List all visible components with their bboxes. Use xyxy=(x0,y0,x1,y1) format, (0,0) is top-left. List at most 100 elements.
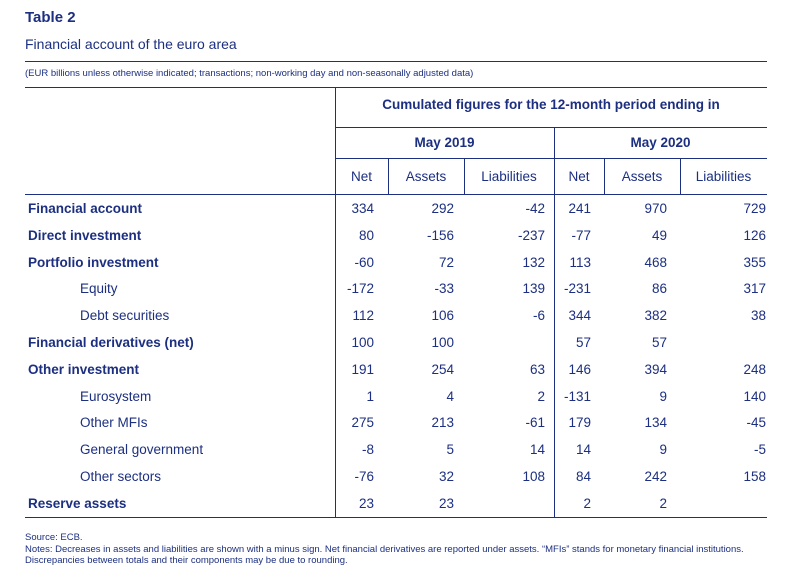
table-cell: 57 xyxy=(651,335,667,350)
table-cell: -231 xyxy=(563,281,591,297)
table-cell: 49 xyxy=(651,227,667,243)
table-cell: 242 xyxy=(644,469,667,484)
row-label: Debt securities xyxy=(80,308,170,324)
row-label: Direct investment xyxy=(28,227,142,243)
table-cell: 1 xyxy=(366,388,374,404)
table-cell: 158 xyxy=(743,469,766,484)
col-divider-net19 xyxy=(388,158,389,194)
table-cell: 32 xyxy=(438,469,454,484)
col-header-liabilities-2020: Liabilities xyxy=(695,169,752,184)
table-cell: 86 xyxy=(651,281,667,297)
period-may-2019: May 2019 xyxy=(414,135,475,150)
table-cell: 139 xyxy=(522,281,545,297)
table-cell: 57 xyxy=(575,335,591,350)
table-cell: 23 xyxy=(358,495,374,511)
table-cell: -42 xyxy=(525,201,545,216)
row-label: Other MFIs xyxy=(80,415,148,431)
table-cell: 132 xyxy=(522,254,545,270)
col-header-liabilities-2019: Liabilities xyxy=(481,169,537,184)
table-cell: 2 xyxy=(659,495,667,511)
table-cell: 241 xyxy=(568,201,591,216)
col-divider-net20 xyxy=(604,158,605,194)
bottom-rule xyxy=(25,517,767,518)
table-cell: -45 xyxy=(746,415,766,431)
table-cell: 468 xyxy=(644,254,667,270)
table-cell: -77 xyxy=(571,227,591,243)
table-cell: 213 xyxy=(431,415,454,431)
table-cell: 191 xyxy=(351,361,374,377)
table-cell: -61 xyxy=(525,415,545,431)
table-cell: 38 xyxy=(750,308,766,324)
table-cell: 970 xyxy=(644,201,667,216)
row-label: Portfolio investment xyxy=(28,254,159,270)
col-header-assets-2019: Assets xyxy=(405,169,447,184)
table-cell: 5 xyxy=(446,442,454,458)
table-title: Table 2 xyxy=(25,9,76,26)
table-cell: -131 xyxy=(563,388,591,404)
col-divider-left xyxy=(335,87,336,517)
col-header-net-2020: Net xyxy=(568,169,590,184)
col-divider-assets20 xyxy=(680,158,681,194)
table-cell: 112 xyxy=(352,308,374,324)
header-rule-4 xyxy=(25,194,767,195)
table-cell: 113 xyxy=(569,254,591,270)
table-cell: 106 xyxy=(431,308,454,324)
table-cell: 317 xyxy=(743,281,766,297)
table-cell: 292 xyxy=(431,201,454,216)
table-cell: -156 xyxy=(426,227,454,243)
table-cell: 2 xyxy=(537,388,545,404)
footnote-notes: Notes: Decreases in assets and liabiliti… xyxy=(25,543,744,555)
table-cell: -6 xyxy=(532,308,545,324)
table-cell: -172 xyxy=(346,281,374,297)
table-cell: 355 xyxy=(743,254,766,270)
table-cell: 108 xyxy=(522,469,545,484)
row-label: Other sectors xyxy=(80,469,162,484)
table-cell: 140 xyxy=(743,388,766,404)
table-cell: -76 xyxy=(354,469,374,484)
table-cell: 14 xyxy=(529,442,545,458)
row-label: Eurosystem xyxy=(80,388,152,404)
table-cell: -8 xyxy=(361,442,374,458)
table-cell: 126 xyxy=(743,227,766,243)
table-cell: 179 xyxy=(568,415,591,431)
table-cell: 729 xyxy=(743,201,766,216)
table-cell: 100 xyxy=(431,335,454,350)
table-cell: 334 xyxy=(351,201,374,216)
header-rule-3 xyxy=(335,158,767,159)
table-cell: 254 xyxy=(431,361,454,377)
table-cell: 80 xyxy=(358,227,374,243)
row-label: Financial account xyxy=(28,201,143,216)
units-note: (EUR billions unless otherwise indicated… xyxy=(25,68,474,79)
footnote-discrepancies: Discrepancies between totals and their c… xyxy=(25,555,348,566)
top-rule xyxy=(25,61,767,62)
table-subtitle: Financial account of the euro area xyxy=(25,36,237,52)
table-cell: 248 xyxy=(743,361,766,377)
footnote-source: Source: ECB. xyxy=(25,532,83,543)
table-cell: 134 xyxy=(644,415,667,431)
table-cell: 146 xyxy=(568,361,591,377)
table-cell: 14 xyxy=(575,442,591,458)
period-caption: Cumulated figures for the 12-month perio… xyxy=(382,97,720,112)
table-cell: 382 xyxy=(644,308,667,324)
table-cell: 344 xyxy=(568,308,591,324)
row-label: Financial derivatives (net) xyxy=(28,335,194,350)
header-rule-1 xyxy=(25,87,767,88)
header-rule-2 xyxy=(335,127,767,128)
col-header-net-2019: Net xyxy=(350,169,372,184)
table-cell: 394 xyxy=(644,361,667,377)
row-label: General government xyxy=(80,442,204,458)
period-may-2020: May 2020 xyxy=(630,135,691,150)
col-header-assets-2020: Assets xyxy=(621,169,663,184)
row-label: Other investment xyxy=(28,361,140,377)
table-cell: -237 xyxy=(517,227,545,243)
table-cell: 275 xyxy=(351,415,374,431)
table-cell: 23 xyxy=(438,495,454,511)
col-divider-mid xyxy=(554,127,555,517)
footnotes: Source: ECB. Notes: Decreases in assets … xyxy=(25,532,744,567)
table-cell: 2 xyxy=(583,495,591,511)
table-cell: -5 xyxy=(753,442,766,458)
table-cell: 72 xyxy=(438,254,454,270)
table-cell: 9 xyxy=(659,388,667,404)
table-cell: 63 xyxy=(529,361,545,377)
table-cell: 100 xyxy=(351,335,374,350)
